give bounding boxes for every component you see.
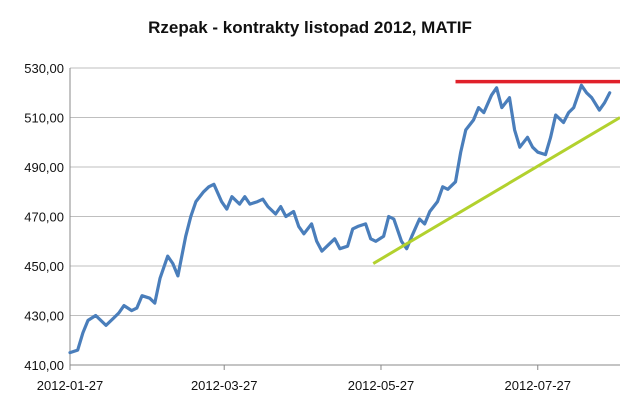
- y-tick-label: 410,00: [24, 358, 64, 373]
- axes: [69, 68, 620, 370]
- y-tick-label: 470,00: [24, 210, 64, 225]
- x-tick-labels: 2012-01-27 2012-03-27 2012-05-27 2012-07-27: [37, 378, 571, 393]
- chart-title: Rzepak - kontrakty listopad 2012, MATIF: [148, 18, 472, 37]
- x-tick-label: 2012-01-27: [37, 378, 104, 393]
- price-series-line: [68, 83, 612, 355]
- y-tick-label: 530,00: [24, 61, 64, 76]
- annotations: [372, 79, 620, 265]
- x-tick-label: 2012-05-27: [348, 378, 415, 393]
- x-tick-label: 2012-07-27: [505, 378, 572, 393]
- series-layer: [68, 83, 612, 355]
- x-tick-label: 2012-03-27: [191, 378, 258, 393]
- y-tick-label: 510,00: [24, 111, 64, 126]
- y-tick-labels: 410,00 430,00 450,00 470,00 490,00 510,00 530,…: [24, 61, 64, 373]
- support-line: [372, 116, 620, 265]
- y-tick-label: 430,00: [24, 309, 64, 324]
- y-tick-label: 490,00: [24, 160, 64, 175]
- gridlines: [70, 67, 620, 366]
- y-tick-label: 450,00: [24, 259, 64, 274]
